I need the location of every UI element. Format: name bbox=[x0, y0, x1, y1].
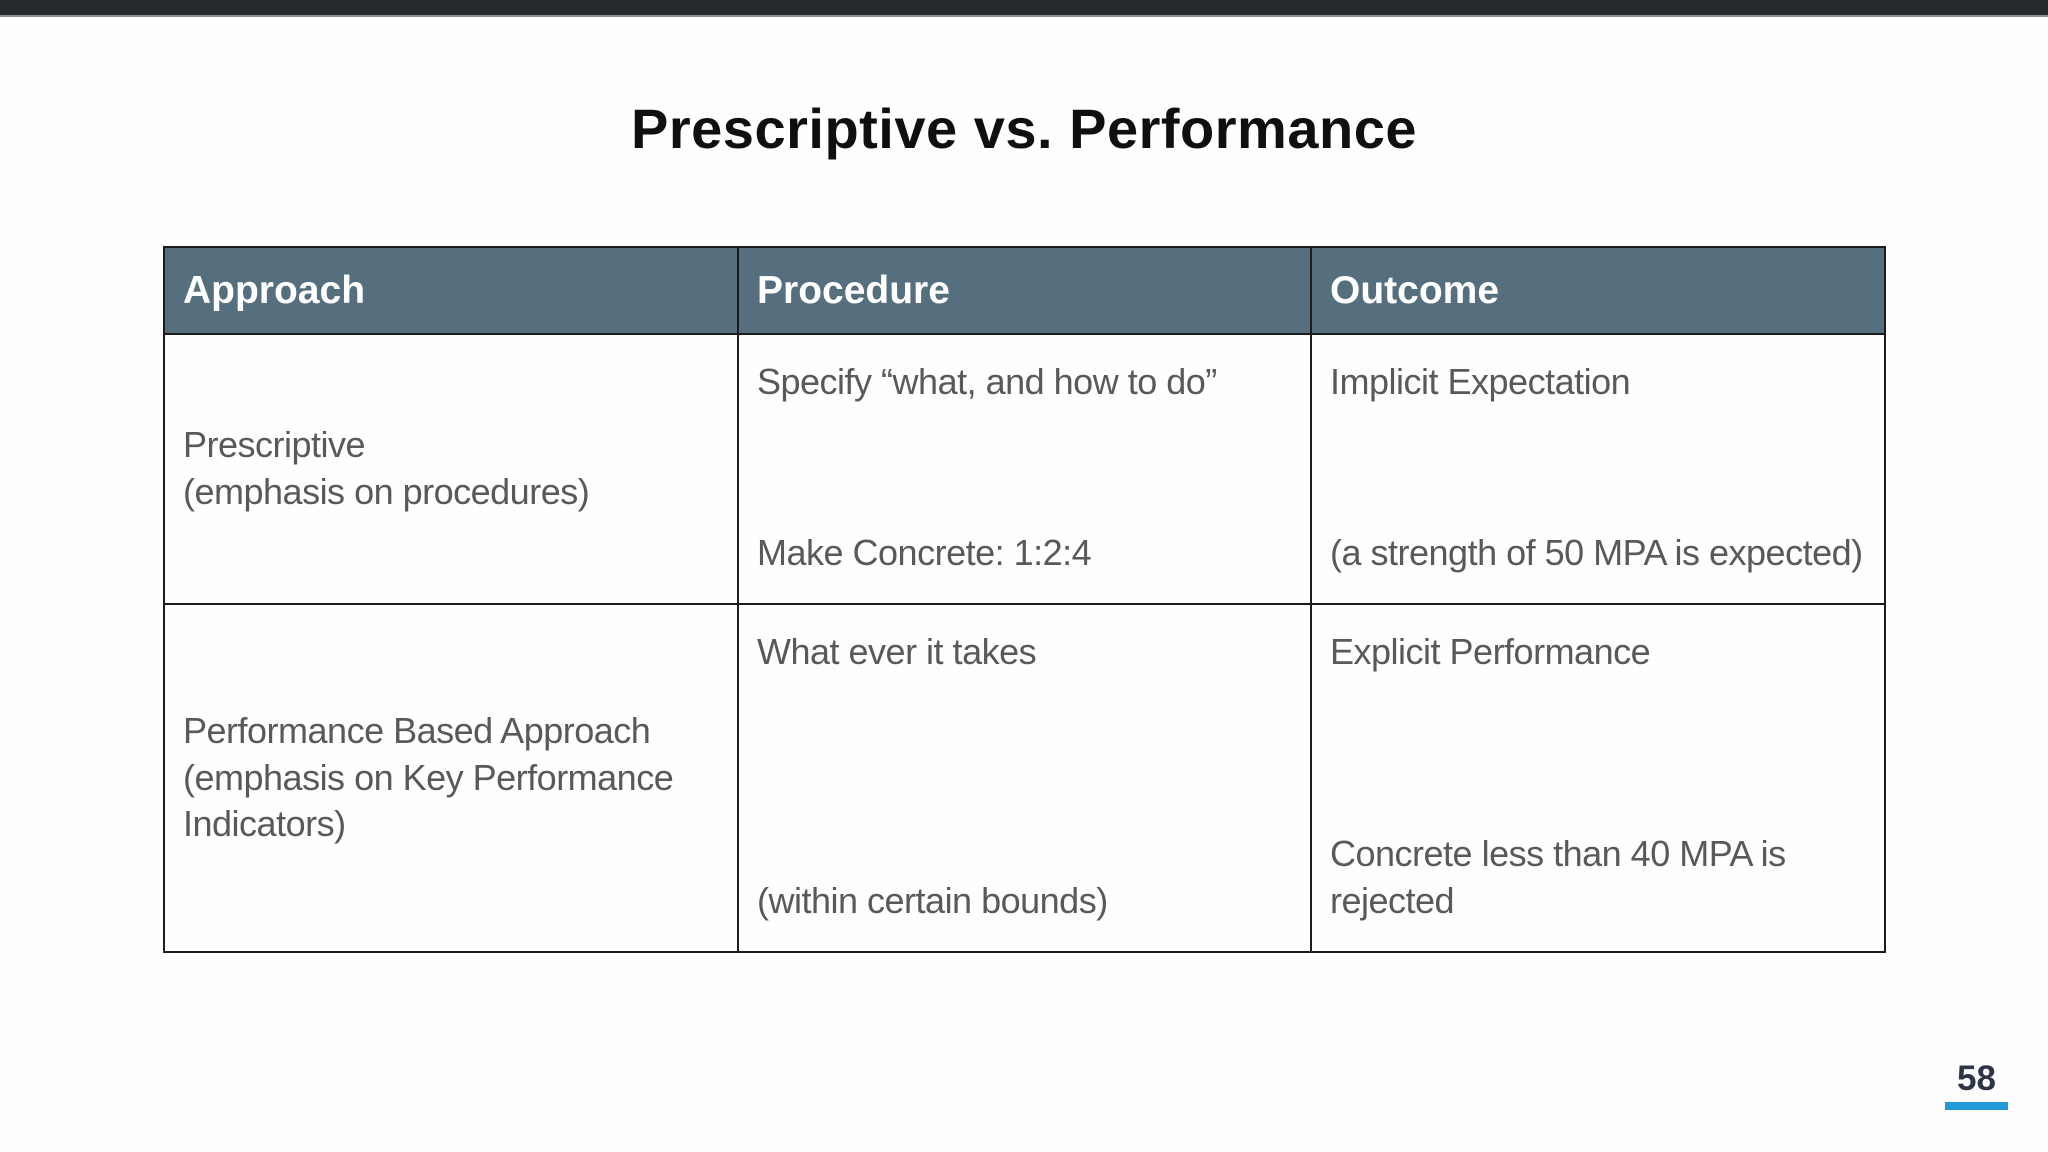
slide-title: Prescriptive vs. Performance bbox=[631, 97, 1417, 160]
page-footer: 58 bbox=[1945, 1061, 2008, 1110]
procedure-main-text: What ever it takes bbox=[757, 631, 1037, 672]
cell-performance-approach: Performance Based Approach (emphasis on … bbox=[163, 603, 739, 953]
procedure-main-text: Specify “what, and how to do” bbox=[757, 361, 1217, 402]
approach-line: (emphasis on Key Performance bbox=[183, 756, 674, 798]
procedure-example-text: Make Concrete: 1:2:4 bbox=[757, 532, 1092, 574]
top-dark-bar bbox=[0, 0, 2048, 17]
column-header-procedure: Procedure bbox=[737, 246, 1312, 335]
table-header-row: Approach Procedure Outcome bbox=[163, 246, 1886, 335]
outcome-main-text: Implicit Expectation bbox=[1330, 361, 1631, 402]
column-header-approach: Approach bbox=[163, 246, 739, 335]
approach-line: Prescriptive bbox=[183, 424, 366, 466]
approach-line: Indicators) bbox=[183, 803, 346, 845]
table-row-prescriptive: Prescriptive (emphasis on procedures) Sp… bbox=[163, 333, 1886, 605]
procedure-text: Specify “what, and how to do” Make Concr… bbox=[739, 335, 1310, 603]
outcome-example-text: (a strength of 50 MPA is expected) bbox=[1330, 532, 1863, 574]
page-number: 58 bbox=[1957, 1059, 1996, 1098]
cell-performance-procedure: What ever it takes (within certain bound… bbox=[737, 603, 1312, 953]
cell-prescriptive-procedure: Specify “what, and how to do” Make Concr… bbox=[737, 333, 1312, 605]
outcome-example-text: Concrete less than 40 MPA is rejected bbox=[1330, 833, 1786, 922]
column-header-outcome: Outcome bbox=[1310, 246, 1886, 335]
table-row-performance: Performance Based Approach (emphasis on … bbox=[163, 603, 1886, 953]
approach-line: (emphasis on procedures) bbox=[183, 471, 590, 512]
outcome-text: Explicit Performance Concrete less than … bbox=[1312, 605, 1884, 951]
comparison-table: Approach Procedure Outcome Prescriptive … bbox=[163, 246, 1886, 953]
cell-performance-outcome: Explicit Performance Concrete less than … bbox=[1310, 603, 1886, 953]
approach-text: Performance Based Approach (emphasis on … bbox=[165, 605, 737, 951]
outcome-main-text: Explicit Performance bbox=[1330, 631, 1651, 672]
procedure-example-text: (within certain bounds) bbox=[757, 880, 1108, 922]
approach-text: Prescriptive (emphasis on procedures) bbox=[165, 335, 737, 603]
approach-line: Performance Based Approach bbox=[183, 709, 651, 751]
procedure-text: What ever it takes (within certain bound… bbox=[739, 605, 1310, 951]
cell-prescriptive-outcome: Implicit Expectation (a strength of 50 M… bbox=[1310, 333, 1886, 605]
cell-prescriptive-approach: Prescriptive (emphasis on procedures) bbox=[163, 333, 739, 605]
outcome-text: Implicit Expectation (a strength of 50 M… bbox=[1312, 335, 1884, 603]
page-number-underline bbox=[1945, 1102, 2008, 1110]
